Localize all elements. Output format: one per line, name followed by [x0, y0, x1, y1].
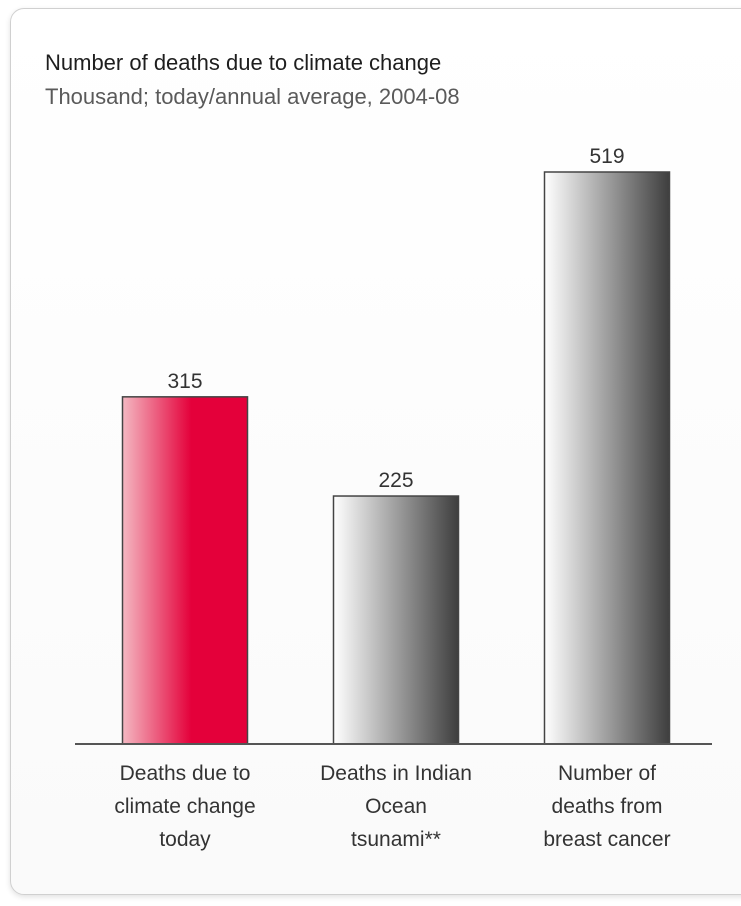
chart-title: Number of deaths due to climate change [45, 50, 442, 75]
labels-group: 315 Deaths due to climate change today 225 De… [114, 145, 670, 851]
category-label-line: today [159, 828, 211, 851]
category-label-1: Deaths due to climate change today [114, 762, 255, 851]
category-label-line: climate change [114, 795, 255, 818]
value-label-1: 315 [167, 370, 202, 393]
chart-subtitle: Thousand; today/annual average, 2004-08 [45, 84, 460, 109]
value-label-3: 519 [589, 145, 624, 168]
value-label-2: 225 [378, 469, 413, 492]
category-label-3: Number of deaths from breast cancer [543, 762, 670, 851]
category-label-line: Deaths in Indian [320, 762, 472, 785]
bar-1 [121, 396, 249, 745]
category-label-line: Number of [558, 762, 656, 785]
category-label-line: deaths from [552, 795, 663, 818]
category-label-line: breast cancer [543, 828, 670, 851]
category-label-line: Deaths due to [120, 762, 251, 785]
category-label-line: tsunami** [351, 828, 441, 851]
bar-3 [543, 171, 671, 745]
bars-group [121, 171, 671, 745]
category-label-2: Deaths in Indian Ocean tsunami** [320, 762, 472, 851]
bar-2 [332, 495, 460, 745]
category-label-line: Ocean [365, 795, 427, 818]
